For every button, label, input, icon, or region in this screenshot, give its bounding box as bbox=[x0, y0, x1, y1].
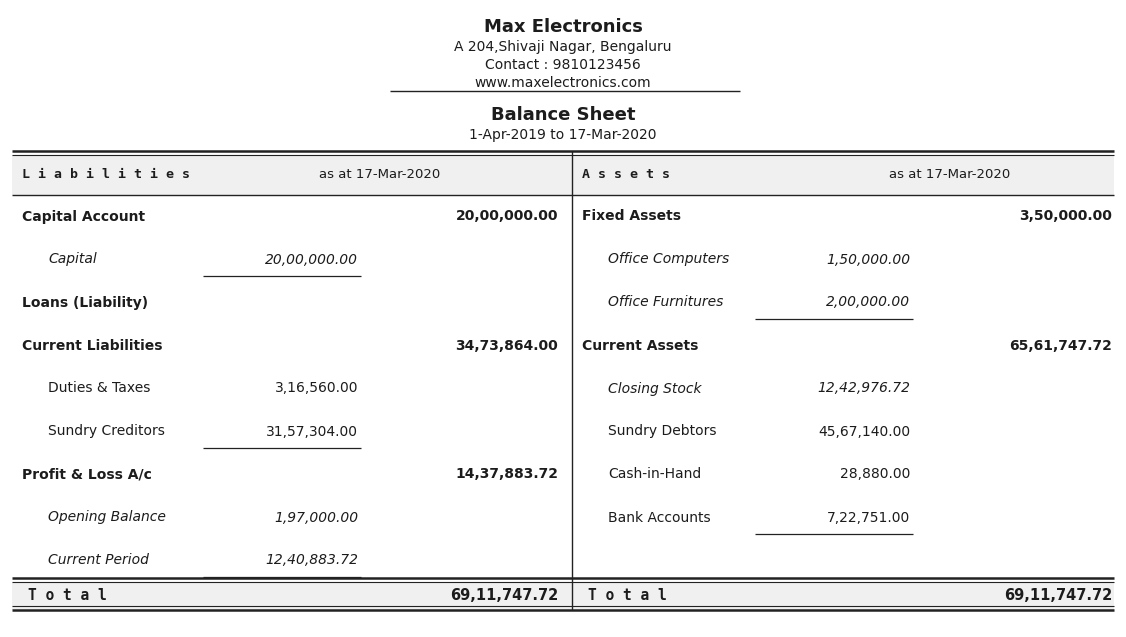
Text: Current Period: Current Period bbox=[48, 554, 149, 568]
Text: Current Assets: Current Assets bbox=[582, 338, 698, 352]
Text: 3,16,560.00: 3,16,560.00 bbox=[275, 382, 358, 396]
Text: 12,40,883.72: 12,40,883.72 bbox=[265, 554, 358, 568]
Text: 7,22,751.00: 7,22,751.00 bbox=[826, 510, 910, 524]
Text: Capital: Capital bbox=[48, 252, 97, 266]
Text: Sundry Debtors: Sundry Debtors bbox=[608, 424, 716, 438]
Text: 14,37,883.72: 14,37,883.72 bbox=[455, 468, 558, 482]
Text: Sundry Creditors: Sundry Creditors bbox=[48, 424, 164, 438]
Text: Balance Sheet: Balance Sheet bbox=[491, 106, 635, 124]
Text: Current Liabilities: Current Liabilities bbox=[23, 338, 162, 352]
Text: Loans (Liability): Loans (Liability) bbox=[23, 296, 149, 310]
Text: Closing Stock: Closing Stock bbox=[608, 382, 701, 396]
Text: Opening Balance: Opening Balance bbox=[48, 510, 166, 524]
Bar bbox=[12, 582, 1114, 610]
Text: 1,97,000.00: 1,97,000.00 bbox=[274, 510, 358, 524]
Text: 31,57,304.00: 31,57,304.00 bbox=[266, 424, 358, 438]
Text: as at 17-Mar-2020: as at 17-Mar-2020 bbox=[890, 169, 1011, 182]
Text: T o t a l: T o t a l bbox=[588, 589, 667, 603]
Text: 45,67,140.00: 45,67,140.00 bbox=[817, 424, 910, 438]
Text: Cash-in-Hand: Cash-in-Hand bbox=[608, 468, 701, 482]
Text: T o t a l: T o t a l bbox=[28, 589, 107, 603]
Text: A s s e t s: A s s e t s bbox=[582, 169, 670, 182]
Bar bbox=[12, 155, 1114, 195]
Text: 28,880.00: 28,880.00 bbox=[840, 468, 910, 482]
Text: www.maxelectronics.com: www.maxelectronics.com bbox=[475, 76, 651, 90]
Text: 69,11,747.72: 69,11,747.72 bbox=[449, 589, 558, 603]
Text: 3,50,000.00: 3,50,000.00 bbox=[1019, 210, 1112, 224]
Text: as at 17-Mar-2020: as at 17-Mar-2020 bbox=[320, 169, 440, 182]
Text: Fixed Assets: Fixed Assets bbox=[582, 210, 681, 224]
Text: 34,73,864.00: 34,73,864.00 bbox=[455, 338, 558, 352]
Text: Office Furnitures: Office Furnitures bbox=[608, 296, 723, 310]
Text: L i a b i l i t i e s: L i a b i l i t i e s bbox=[23, 169, 190, 182]
Text: Office Computers: Office Computers bbox=[608, 252, 730, 266]
Text: Profit & Loss A/c: Profit & Loss A/c bbox=[23, 468, 152, 482]
Text: 12,42,976.72: 12,42,976.72 bbox=[817, 382, 910, 396]
Text: Bank Accounts: Bank Accounts bbox=[608, 510, 711, 524]
Text: A 204,Shivaji Nagar, Bengaluru: A 204,Shivaji Nagar, Bengaluru bbox=[454, 40, 672, 54]
Text: 2,00,000.00: 2,00,000.00 bbox=[825, 296, 910, 310]
Text: Max Electronics: Max Electronics bbox=[483, 18, 643, 36]
Text: 69,11,747.72: 69,11,747.72 bbox=[1003, 589, 1112, 603]
Text: Duties & Taxes: Duties & Taxes bbox=[48, 382, 151, 396]
Text: 20,00,000.00: 20,00,000.00 bbox=[265, 252, 358, 266]
Text: 1-Apr-2019 to 17-Mar-2020: 1-Apr-2019 to 17-Mar-2020 bbox=[470, 128, 656, 142]
Text: 1,50,000.00: 1,50,000.00 bbox=[825, 252, 910, 266]
Text: Capital Account: Capital Account bbox=[23, 210, 145, 224]
Text: 65,61,747.72: 65,61,747.72 bbox=[1009, 338, 1112, 352]
Text: 20,00,000.00: 20,00,000.00 bbox=[456, 210, 558, 224]
Text: Contact : 9810123456: Contact : 9810123456 bbox=[485, 58, 641, 72]
